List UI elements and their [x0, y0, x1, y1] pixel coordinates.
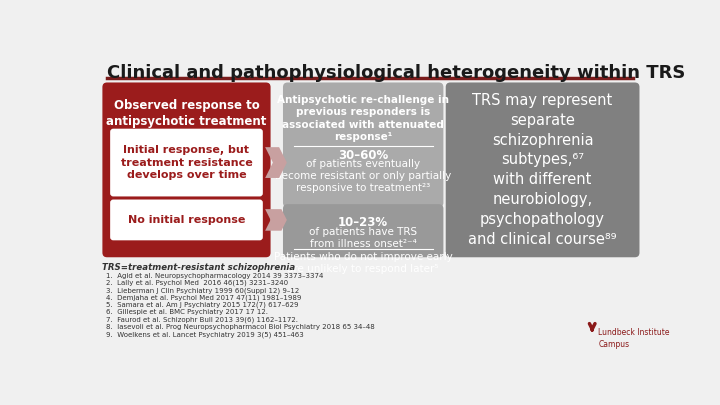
Text: 5.  Samara et al. Am J Psychiatry 2015 172(7) 617–629: 5. Samara et al. Am J Psychiatry 2015 17…: [106, 302, 298, 309]
FancyBboxPatch shape: [446, 83, 639, 257]
Text: Antipsychotic re-challenge in
previous responders is
associated with attenuated
: Antipsychotic re-challenge in previous r…: [277, 95, 449, 142]
FancyArrowPatch shape: [590, 324, 595, 330]
Text: 30–60%: 30–60%: [338, 149, 388, 162]
Text: 4.  Demjaha et al. Psychol Med 2017 47(11) 1981–1989: 4. Demjaha et al. Psychol Med 2017 47(11…: [106, 294, 301, 301]
Text: TRS=treatment-resistant schizophrenia: TRS=treatment-resistant schizophrenia: [102, 263, 295, 272]
Polygon shape: [265, 209, 287, 231]
Text: 8.  Iasevoli et al. Prog Neuropsychopharmacol Biol Psychiatry 2018 65 34–48: 8. Iasevoli et al. Prog Neuropsychopharm…: [106, 324, 374, 330]
FancyBboxPatch shape: [102, 83, 271, 257]
Text: Clinical and pathophysiological heterogeneity within TRS: Clinical and pathophysiological heteroge…: [107, 64, 685, 82]
Text: 2.  Lally et al. Psychol Med  2016 46(15) 3231–3240: 2. Lally et al. Psychol Med 2016 46(15) …: [106, 280, 287, 286]
Text: of patients eventually
become resistant or only partially
responsive to treatmen: of patients eventually become resistant …: [275, 160, 451, 194]
FancyBboxPatch shape: [283, 204, 444, 257]
Polygon shape: [265, 147, 287, 178]
Text: 6.  Gillespie et al. BMC Psychiatry 2017 17 12.: 6. Gillespie et al. BMC Psychiatry 2017 …: [106, 309, 268, 315]
FancyBboxPatch shape: [110, 200, 263, 240]
Text: 1.  Agid et al. Neuropsychopharmacology 2014 39 3373–3374: 1. Agid et al. Neuropsychopharmacology 2…: [106, 273, 323, 279]
FancyBboxPatch shape: [110, 129, 263, 196]
Text: 7.  Faurod et al. Schizophr Bull 2013 39(6) 1162–1172.: 7. Faurod et al. Schizophr Bull 2013 39(…: [106, 317, 297, 323]
FancyBboxPatch shape: [283, 83, 444, 207]
Text: TRS may represent
separate
schizophrenia
subtypes,⁶⁷
with different
neurobiology: TRS may represent separate schizophrenia…: [468, 93, 617, 247]
Text: 10–23%: 10–23%: [338, 216, 388, 230]
Text: Patients who do not improve early
are unlikely to respond later⁵: Patients who do not improve early are un…: [274, 252, 453, 274]
Text: No initial response: No initial response: [128, 215, 246, 225]
Text: 9.  Woelkens et al. Lancet Psychiatry 2019 3(5) 451–463: 9. Woelkens et al. Lancet Psychiatry 201…: [106, 331, 303, 338]
Text: 3.  Lieberman J Clin Psychiatry 1999 60(Suppl 12) 9–12: 3. Lieberman J Clin Psychiatry 1999 60(S…: [106, 287, 299, 294]
Text: Lundbeck Institute
Campus: Lundbeck Institute Campus: [598, 328, 670, 349]
Text: of patients have TRS
from illness onset²⁻⁴: of patients have TRS from illness onset²…: [309, 227, 418, 249]
Text: Initial response, but
treatment resistance
develops over time: Initial response, but treatment resistan…: [121, 145, 253, 180]
Text: Observed response to
antipsychotic treatment: Observed response to antipsychotic treat…: [107, 99, 266, 128]
